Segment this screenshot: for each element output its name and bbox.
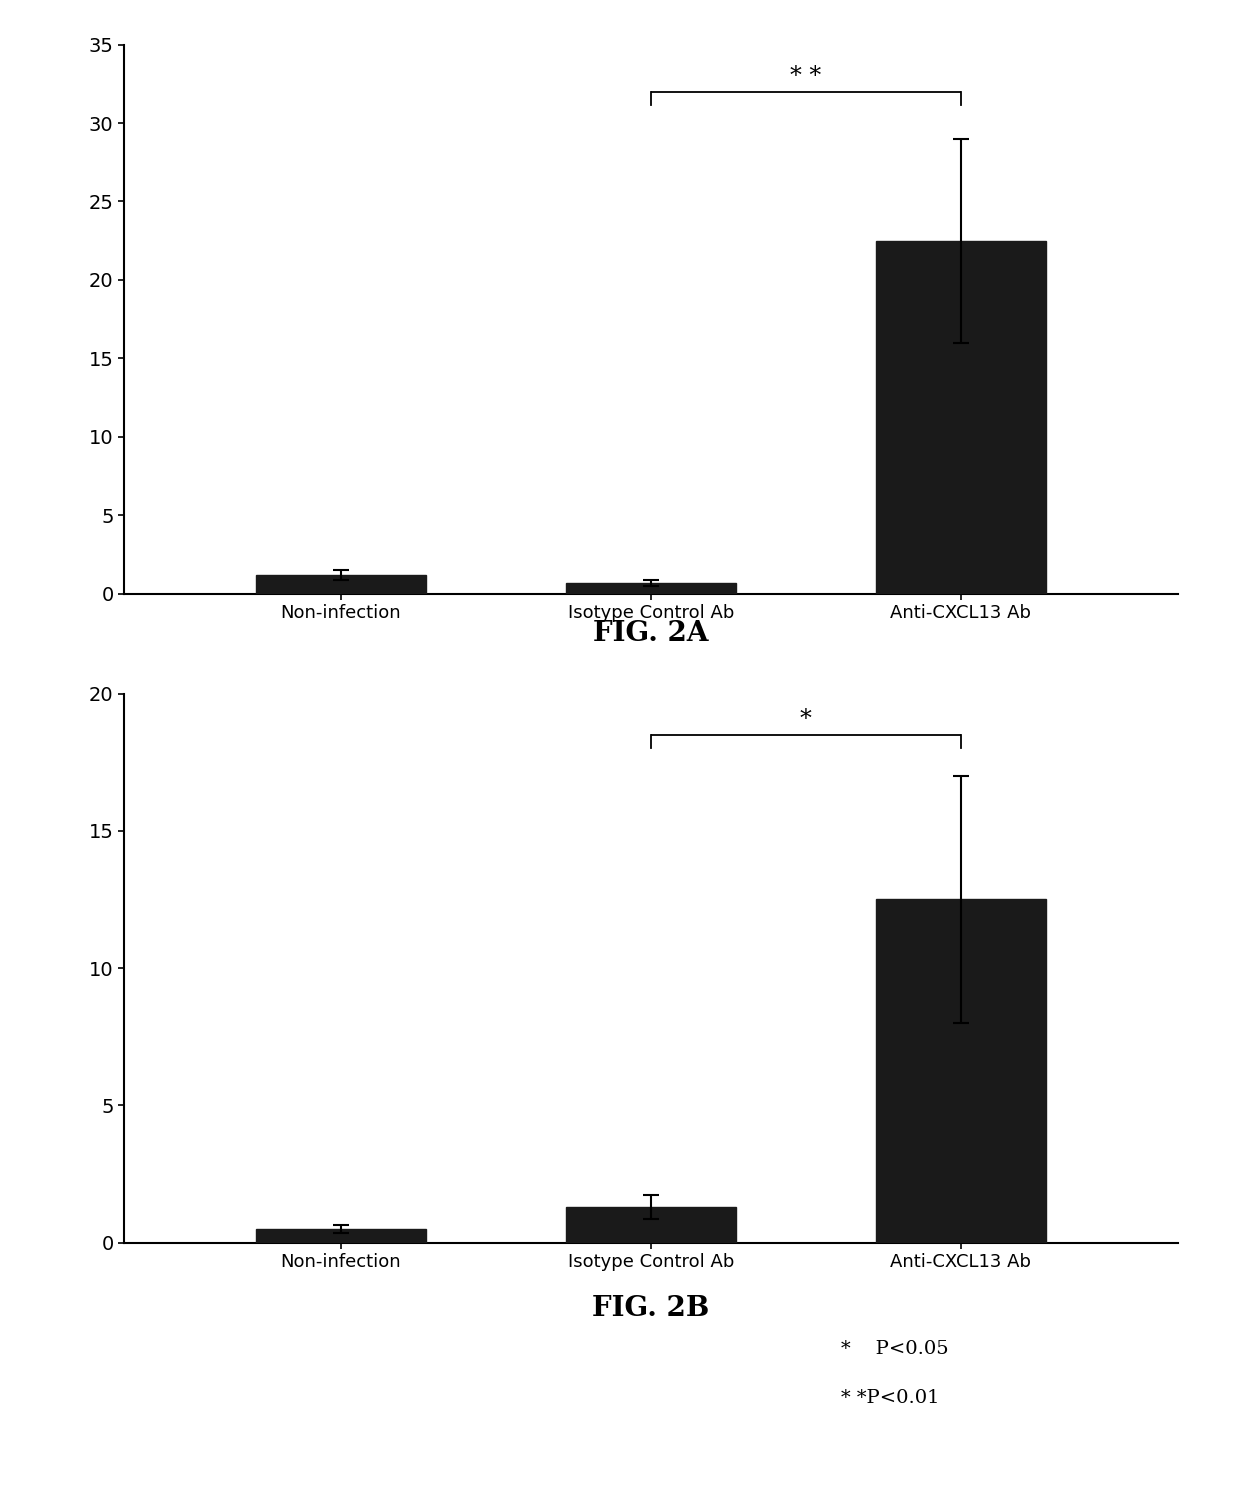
Bar <box>875 241 1047 593</box>
Bar <box>565 583 737 593</box>
Text: * *: * * <box>790 64 822 88</box>
Bar <box>255 575 427 593</box>
Bar <box>255 1228 427 1243</box>
Text: * *P<0.01: * *P<0.01 <box>841 1389 939 1407</box>
Text: *: * <box>800 708 812 730</box>
Text: *    P<0.05: * P<0.05 <box>841 1340 949 1358</box>
Bar <box>875 900 1047 1243</box>
Bar <box>565 1207 737 1243</box>
Text: FIG. 2B: FIG. 2B <box>593 1295 709 1322</box>
Text: FIG. 2A: FIG. 2A <box>593 620 709 647</box>
